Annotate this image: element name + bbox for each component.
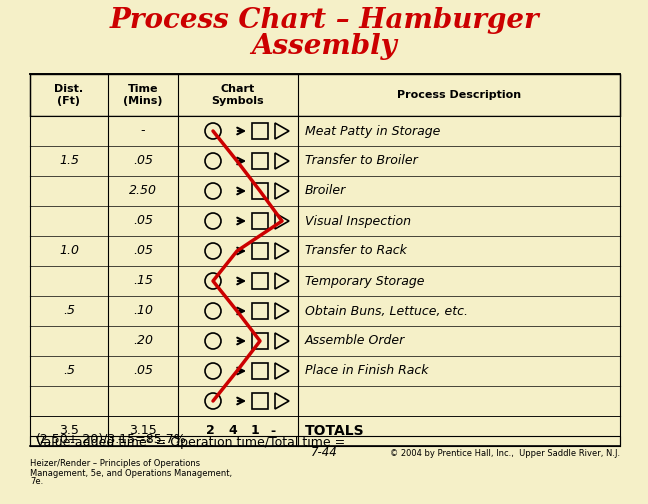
Text: 2.50: 2.50 [129,184,157,198]
Text: TOTALS: TOTALS [305,424,365,438]
Text: 3.15: 3.15 [129,424,157,437]
Text: Broiler: Broiler [305,184,346,198]
Bar [30,236,620,266]
Text: .05: .05 [133,215,153,227]
Bar [30,356,620,386]
Bar [252,333,268,349]
Bar [30,416,620,446]
Text: 1.0: 1.0 [59,244,79,258]
Bar [30,436,620,446]
Bar [252,303,268,319]
Bar [252,363,268,379]
Text: (2.50+.20)/3.15=85.7%: (2.50+.20)/3.15=85.7% [36,432,187,446]
Text: .05: .05 [133,364,153,377]
Bar [30,266,620,296]
Text: © 2004 by Prentice Hall, Inc.,  Upper Saddle River, N.J.: © 2004 by Prentice Hall, Inc., Upper Sad… [390,450,620,459]
Text: Obtain Buns, Lettuce, etc.: Obtain Buns, Lettuce, etc. [305,304,468,318]
Text: .15: .15 [133,275,153,287]
Text: -: - [141,124,145,138]
Bar [30,176,620,206]
Text: Process Description: Process Description [397,90,521,100]
Text: Temporary Storage: Temporary Storage [305,275,424,287]
Text: Transfer to Rack: Transfer to Rack [305,244,407,258]
Text: Heizer/Render – Principles of Operations: Heizer/Render – Principles of Operations [30,460,200,469]
Text: 3.5: 3.5 [59,424,79,437]
Text: 1: 1 [251,424,259,437]
Text: Transfer to Broiler: Transfer to Broiler [305,155,418,167]
Bar [252,213,268,229]
Text: Value-added time² = Operation time/Total time =: Value-added time² = Operation time/Total… [36,436,345,449]
Text: Dist.
(Ft): Dist. (Ft) [54,84,84,106]
Bar [30,116,620,146]
Text: Time
(Mins): Time (Mins) [123,84,163,106]
Text: .20: .20 [133,335,153,347]
Bar [30,296,620,326]
Bar [30,206,620,236]
Bar [252,123,268,139]
Bar [252,273,268,289]
Text: .05: .05 [133,155,153,167]
Text: Meat Patty in Storage: Meat Patty in Storage [305,124,441,138]
Text: 7-44: 7-44 [310,446,338,459]
Bar [30,386,620,416]
Bar [30,74,620,116]
Text: Assemble Order: Assemble Order [305,335,405,347]
Text: .05: .05 [133,244,153,258]
Bar [252,393,268,409]
Bar [252,183,268,199]
Bar [252,243,268,259]
Text: Process Chart – Hamburger: Process Chart – Hamburger [109,8,539,34]
Text: Chart
Symbols: Chart Symbols [212,84,264,106]
Text: -: - [270,424,275,437]
Text: .10: .10 [133,304,153,318]
Bar [252,153,268,169]
Text: 7e.: 7e. [30,477,43,486]
Text: Place in Finish Rack: Place in Finish Rack [305,364,428,377]
Bar [30,326,620,356]
Text: 4: 4 [229,424,237,437]
Bar [30,146,620,176]
Text: Assembly: Assembly [251,32,397,59]
Text: Management, 5e, and Operations Management,: Management, 5e, and Operations Managemen… [30,469,232,477]
Text: 2: 2 [205,424,214,437]
Text: Visual Inspection: Visual Inspection [305,215,411,227]
Text: 1.5: 1.5 [59,155,79,167]
Text: .5: .5 [63,304,75,318]
Text: .5: .5 [63,364,75,377]
